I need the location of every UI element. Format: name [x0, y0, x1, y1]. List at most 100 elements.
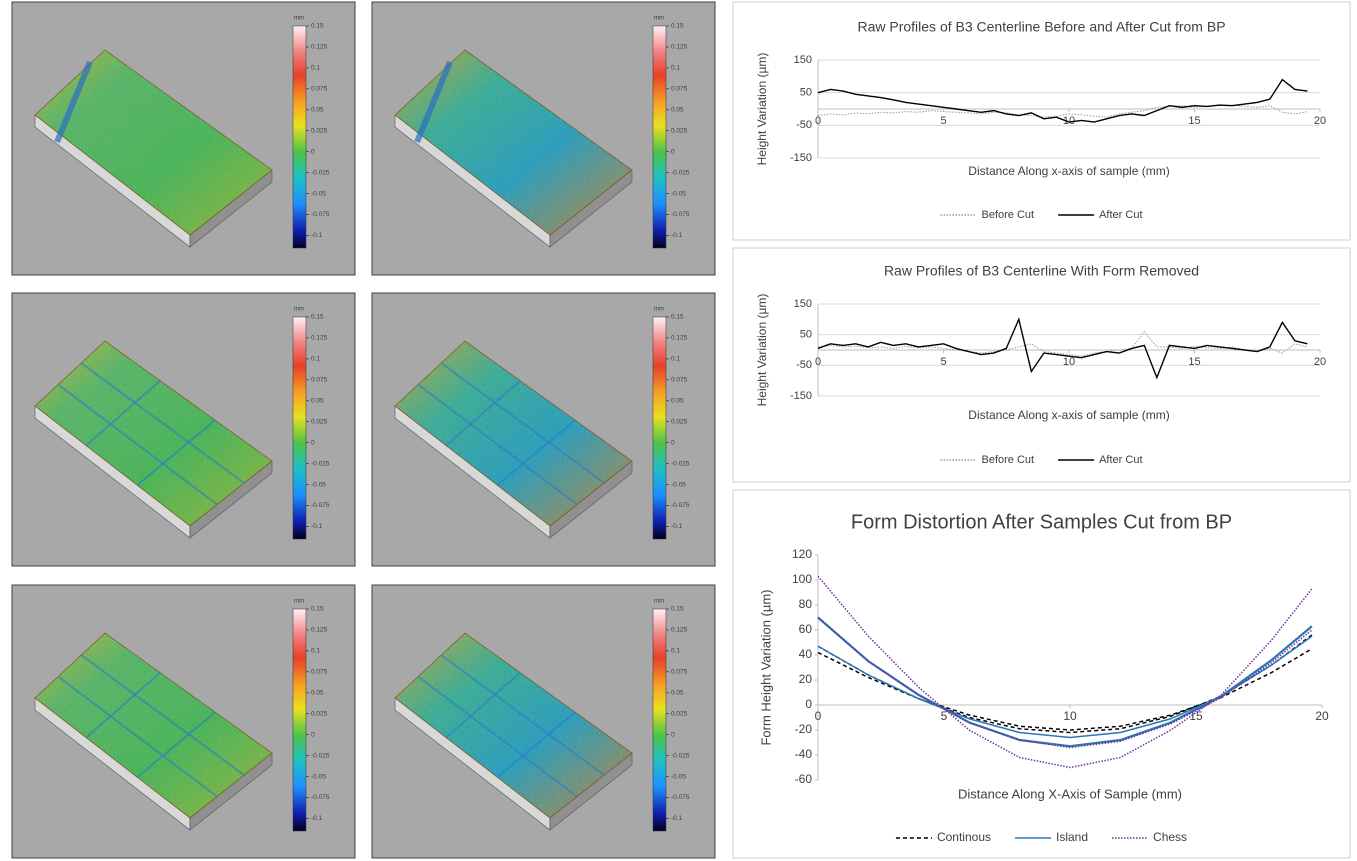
groove	[496, 419, 576, 486]
x-tick-label: 5	[940, 356, 946, 368]
colorbar-tick-label: 0.1	[671, 356, 680, 363]
y-tick-label: 120	[792, 547, 812, 561]
colorbar-tick-label: -0.075	[311, 211, 330, 218]
legend-label: Before Cut	[982, 454, 1035, 466]
legend-label: Chess	[1153, 830, 1187, 844]
y-tick-label: 20	[799, 672, 813, 686]
colorbar-tick-label: 0.025	[311, 418, 328, 425]
chart-title: Raw Profiles of B3 Centerline Before and…	[857, 19, 1225, 35]
x-tick-label: 0	[815, 709, 822, 723]
groove	[57, 675, 218, 798]
colorbar-tick-label: 0.025	[311, 710, 328, 717]
groove	[445, 379, 521, 447]
series-line	[817, 616, 1313, 749]
groove	[80, 362, 245, 484]
colorbar-unit: mm	[294, 307, 304, 313]
colorbar	[652, 316, 667, 540]
colorbar-tick-label: 0.075	[311, 377, 328, 384]
colorbar	[292, 316, 307, 540]
colorbar-tick-label: -0.075	[311, 794, 330, 801]
x-tick-label: 10	[1063, 115, 1075, 127]
colorbar-tick-label: 0.075	[671, 377, 688, 384]
colorbar-tick-label: 0.125	[311, 44, 328, 51]
legend-label: After Cut	[1099, 454, 1142, 466]
x-tick-label: 15	[1188, 356, 1200, 368]
surface-panel: mm 0.15 0.125 0.1 0.075 0.05 0.025 0 -0.025 -0.05…	[11, 584, 356, 859]
weld-line	[414, 60, 453, 144]
colorbar-tick-label: 0.075	[311, 669, 328, 676]
colorbar-tick-label: 0.025	[671, 418, 688, 425]
colorbar-tick-label: 0.025	[671, 127, 688, 134]
x-axis-label: Distance Along X-Axis of Sample (mm)	[958, 786, 1182, 801]
chart-frame	[732, 1, 1351, 241]
colorbar-tick-label: 0	[311, 439, 315, 446]
legend-item: Chess	[1112, 830, 1187, 844]
colorbar-tick-label: 0.1	[671, 65, 680, 72]
y-tick-label: -50	[796, 359, 812, 371]
y-tick-label: 50	[800, 329, 812, 341]
y-tick-label: 150	[794, 54, 812, 66]
y-tick-label: 150	[794, 298, 812, 310]
y-tick-label: 100	[792, 572, 812, 586]
x-tick-label: 15	[1188, 115, 1200, 127]
y-tick-label: 60	[799, 622, 813, 636]
groove	[417, 675, 578, 798]
colorbar-tick-label: 0	[311, 731, 315, 738]
groove	[417, 383, 578, 506]
y-axis-label: Form Height Variation (µm)	[758, 589, 773, 745]
y-axis-label: Height Variation (µm)	[755, 294, 769, 407]
colorbar-tick-label: 0.05	[671, 689, 684, 696]
legend-item: Continous	[895, 830, 991, 844]
series-line	[817, 634, 1313, 734]
x-tick-label: 5	[941, 709, 948, 723]
colorbar-tick-label: 0.1	[311, 648, 320, 655]
colorbar-tick-label: -0.075	[671, 502, 690, 509]
legend-item: After Cut	[1058, 209, 1143, 221]
groove	[440, 654, 605, 776]
colorbar-tick-label: 0	[311, 148, 315, 155]
colorbar-tick-label: 0.125	[311, 335, 328, 342]
colorbar-tick-label: 0.1	[311, 65, 320, 72]
legend-label: Continous	[937, 830, 991, 844]
colorbar-tick-label: -0.075	[671, 794, 690, 801]
series-line	[817, 616, 1313, 748]
x-axis-label: Distance Along x-axis of sample (mm)	[968, 164, 1169, 178]
y-axis-label: Height Variation (µm)	[755, 53, 769, 166]
colorbar-tick-label: 0.15	[311, 314, 324, 321]
colorbar-tick-label: -0.1	[671, 523, 683, 530]
legend-label: After Cut	[1099, 209, 1142, 221]
colorbar-unit: mm	[294, 16, 304, 22]
colorbar-tick-label: 0.15	[671, 314, 684, 321]
groove	[80, 654, 245, 776]
legend-item: After Cut	[1058, 454, 1143, 466]
colorbar-tick-label: -0.05	[671, 481, 686, 488]
legend-label: Before Cut	[982, 209, 1035, 221]
colorbar-tick-label: 0.05	[671, 106, 684, 113]
groove	[445, 671, 521, 739]
y-tick-label: -50	[796, 119, 812, 131]
groove	[85, 671, 161, 739]
colorbar-tick-label: 0.15	[671, 606, 684, 613]
legend-item: Island	[1015, 830, 1088, 844]
colorbar-tick-label: 0.075	[671, 86, 688, 93]
colorbar-tick-label: -0.025	[311, 169, 330, 176]
colorbar-tick-label: -0.1	[311, 232, 323, 239]
colorbar-unit: mm	[654, 16, 664, 22]
chart-title: Raw Profiles of B3 Centerline With Form …	[884, 263, 1199, 279]
colorbar-tick-label: 0.125	[671, 335, 688, 342]
colorbar-tick-label: -0.05	[671, 190, 686, 197]
colorbar	[292, 608, 307, 832]
surface-top	[34, 49, 273, 236]
colorbar-tick-label: -0.025	[311, 752, 330, 759]
x-tick-label: 0	[815, 115, 821, 127]
colorbar-tick-label: 0	[671, 439, 675, 446]
colorbar-tick-label: -0.05	[671, 773, 686, 780]
x-tick-label: 0	[815, 356, 821, 368]
groove	[57, 383, 218, 506]
y-tick-label: -150	[790, 152, 812, 164]
colorbar-tick-label: -0.1	[671, 232, 683, 239]
series-line	[817, 635, 1313, 739]
y-tick-label: -40	[795, 747, 813, 761]
colorbar-unit: mm	[294, 599, 304, 605]
